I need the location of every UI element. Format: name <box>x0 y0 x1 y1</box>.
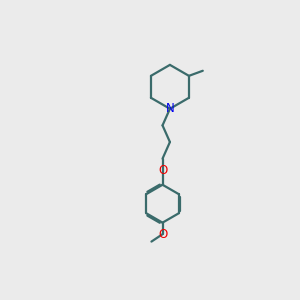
Text: O: O <box>158 164 167 177</box>
Text: N: N <box>166 102 174 115</box>
Text: O: O <box>158 228 167 241</box>
